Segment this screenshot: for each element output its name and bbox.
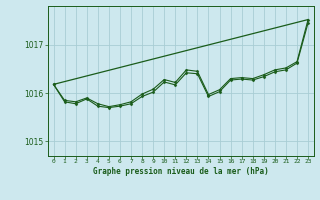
X-axis label: Graphe pression niveau de la mer (hPa): Graphe pression niveau de la mer (hPa) (93, 167, 269, 176)
